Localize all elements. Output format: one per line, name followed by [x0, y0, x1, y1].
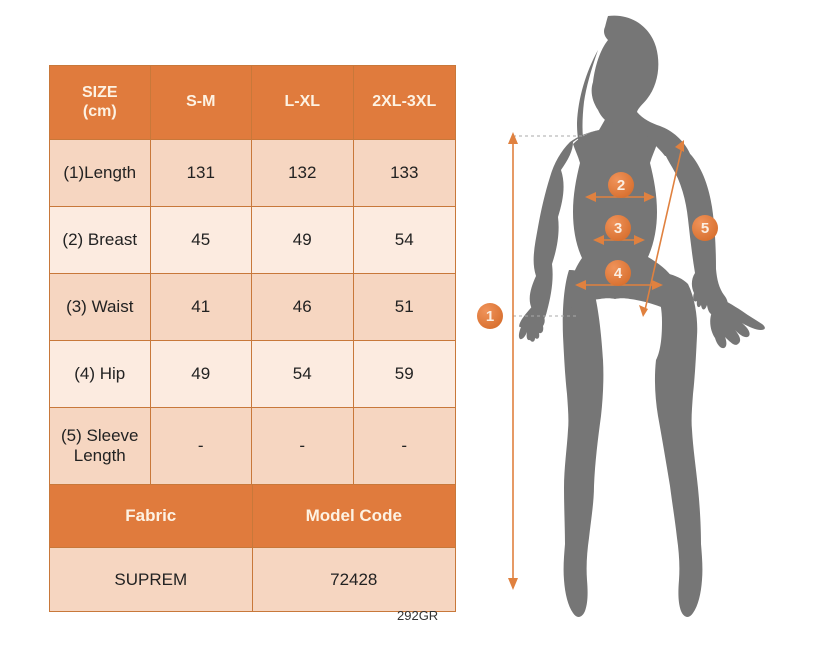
svg-text:4: 4 [614, 265, 623, 282]
svg-text:2: 2 [617, 177, 625, 194]
svg-text:5: 5 [701, 220, 709, 237]
svg-text:1: 1 [486, 308, 494, 325]
svg-text:3: 3 [614, 220, 622, 237]
